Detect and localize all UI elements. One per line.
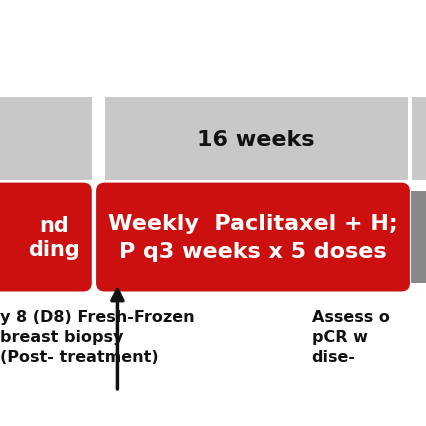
FancyBboxPatch shape (0, 183, 92, 292)
Text: nd
ding: nd ding (29, 216, 80, 259)
FancyBboxPatch shape (96, 183, 409, 292)
Bar (410, 192, 426, 283)
Bar (0, 98, 92, 181)
Text: Assess o
pCR w
dise-: Assess o pCR w dise- (311, 309, 389, 365)
Bar (104, 98, 407, 181)
Text: Weekly  Paclitaxel + H;
P q3 weeks x 5 doses: Weekly Paclitaxel + H; P q3 weeks x 5 do… (108, 213, 397, 262)
Text: 16 weeks: 16 weeks (197, 130, 314, 150)
Bar (411, 98, 426, 181)
Text: y 8 (D8) Fresh-Frozen
breast biopsy
(Post- treatment): y 8 (D8) Fresh-Frozen breast biopsy (Pos… (0, 309, 194, 365)
